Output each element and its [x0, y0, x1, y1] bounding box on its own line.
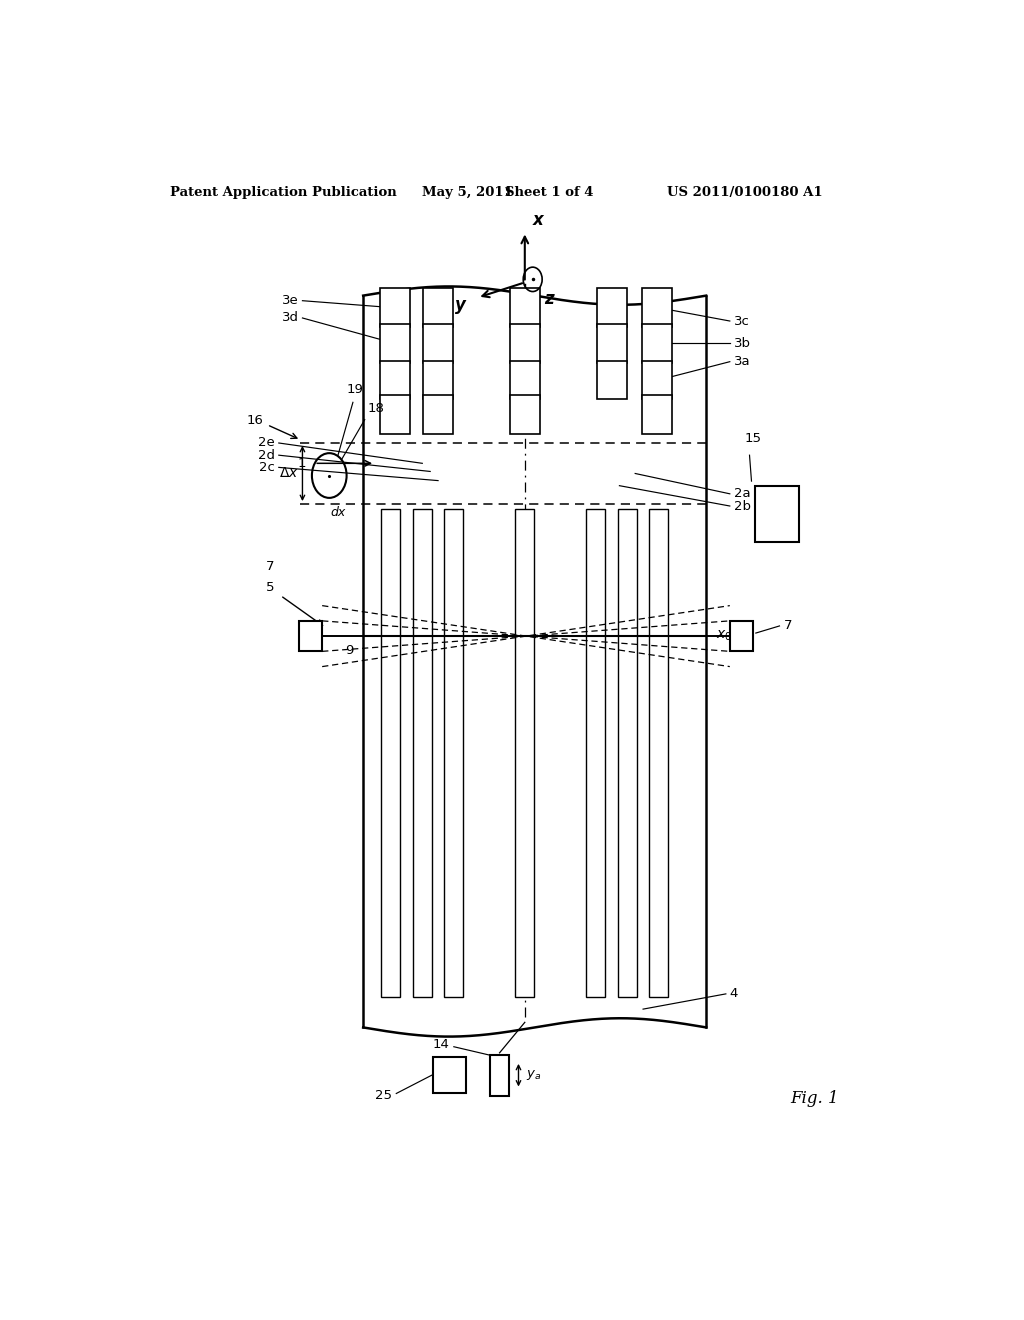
- Text: dx: dx: [331, 506, 346, 519]
- Text: $x_0$: $x_0$: [716, 628, 732, 643]
- Text: Patent Application Publication: Patent Application Publication: [170, 186, 396, 199]
- Text: z: z: [545, 289, 554, 308]
- Bar: [510, 325, 540, 363]
- Bar: [642, 325, 672, 363]
- Text: 3c: 3c: [734, 314, 750, 327]
- Text: 3a: 3a: [734, 355, 751, 368]
- Text: Sheet 1 of 4: Sheet 1 of 4: [505, 186, 594, 199]
- Text: May 5, 2011: May 5, 2011: [422, 186, 513, 199]
- Text: 3e: 3e: [282, 294, 299, 308]
- Bar: [642, 395, 672, 434]
- Text: 3d: 3d: [282, 312, 299, 325]
- Text: x: x: [532, 210, 544, 228]
- Bar: [510, 395, 540, 434]
- Text: 7: 7: [266, 561, 274, 573]
- Bar: [380, 360, 410, 399]
- Bar: [642, 360, 672, 399]
- Bar: [433, 1057, 467, 1093]
- Text: 2a: 2a: [734, 487, 751, 500]
- Bar: [597, 360, 627, 399]
- Text: 15: 15: [744, 432, 762, 445]
- Bar: [299, 620, 323, 651]
- Bar: [617, 510, 637, 997]
- Bar: [380, 289, 410, 327]
- Text: $\Delta x$: $\Delta x$: [279, 466, 299, 480]
- Text: US 2011/0100180 A1: US 2011/0100180 A1: [667, 186, 822, 199]
- Bar: [597, 325, 627, 363]
- Bar: [510, 360, 540, 399]
- Text: 25: 25: [376, 1089, 392, 1102]
- Bar: [423, 395, 453, 434]
- Text: 7: 7: [783, 619, 792, 632]
- Bar: [380, 395, 410, 434]
- Text: 5: 5: [266, 581, 274, 594]
- Bar: [423, 325, 453, 363]
- Bar: [515, 510, 535, 997]
- Bar: [413, 510, 432, 997]
- Text: 2c: 2c: [259, 461, 274, 474]
- Text: 3b: 3b: [734, 337, 751, 350]
- Text: 2b: 2b: [734, 499, 751, 512]
- Bar: [587, 510, 605, 997]
- Bar: [423, 289, 453, 327]
- Text: y: y: [455, 296, 466, 314]
- Bar: [642, 289, 672, 327]
- Bar: [597, 289, 627, 327]
- Bar: [423, 360, 453, 399]
- Text: 1: 1: [298, 457, 306, 470]
- Text: 16: 16: [246, 414, 263, 428]
- Bar: [444, 510, 463, 997]
- Bar: [381, 510, 400, 997]
- Bar: [756, 486, 799, 543]
- Text: 2e: 2e: [258, 437, 274, 450]
- Text: 9: 9: [345, 644, 353, 657]
- Bar: [730, 620, 754, 651]
- Bar: [490, 1055, 509, 1096]
- Text: $y_a$: $y_a$: [526, 1068, 542, 1082]
- Text: 14: 14: [433, 1039, 450, 1051]
- Text: 19: 19: [346, 383, 364, 396]
- Bar: [510, 289, 540, 327]
- Text: 2d: 2d: [258, 449, 274, 462]
- Bar: [649, 510, 669, 997]
- Text: 4: 4: [730, 987, 738, 1001]
- Text: Fig. 1: Fig. 1: [791, 1090, 840, 1107]
- Bar: [380, 325, 410, 363]
- Text: 18: 18: [367, 401, 384, 414]
